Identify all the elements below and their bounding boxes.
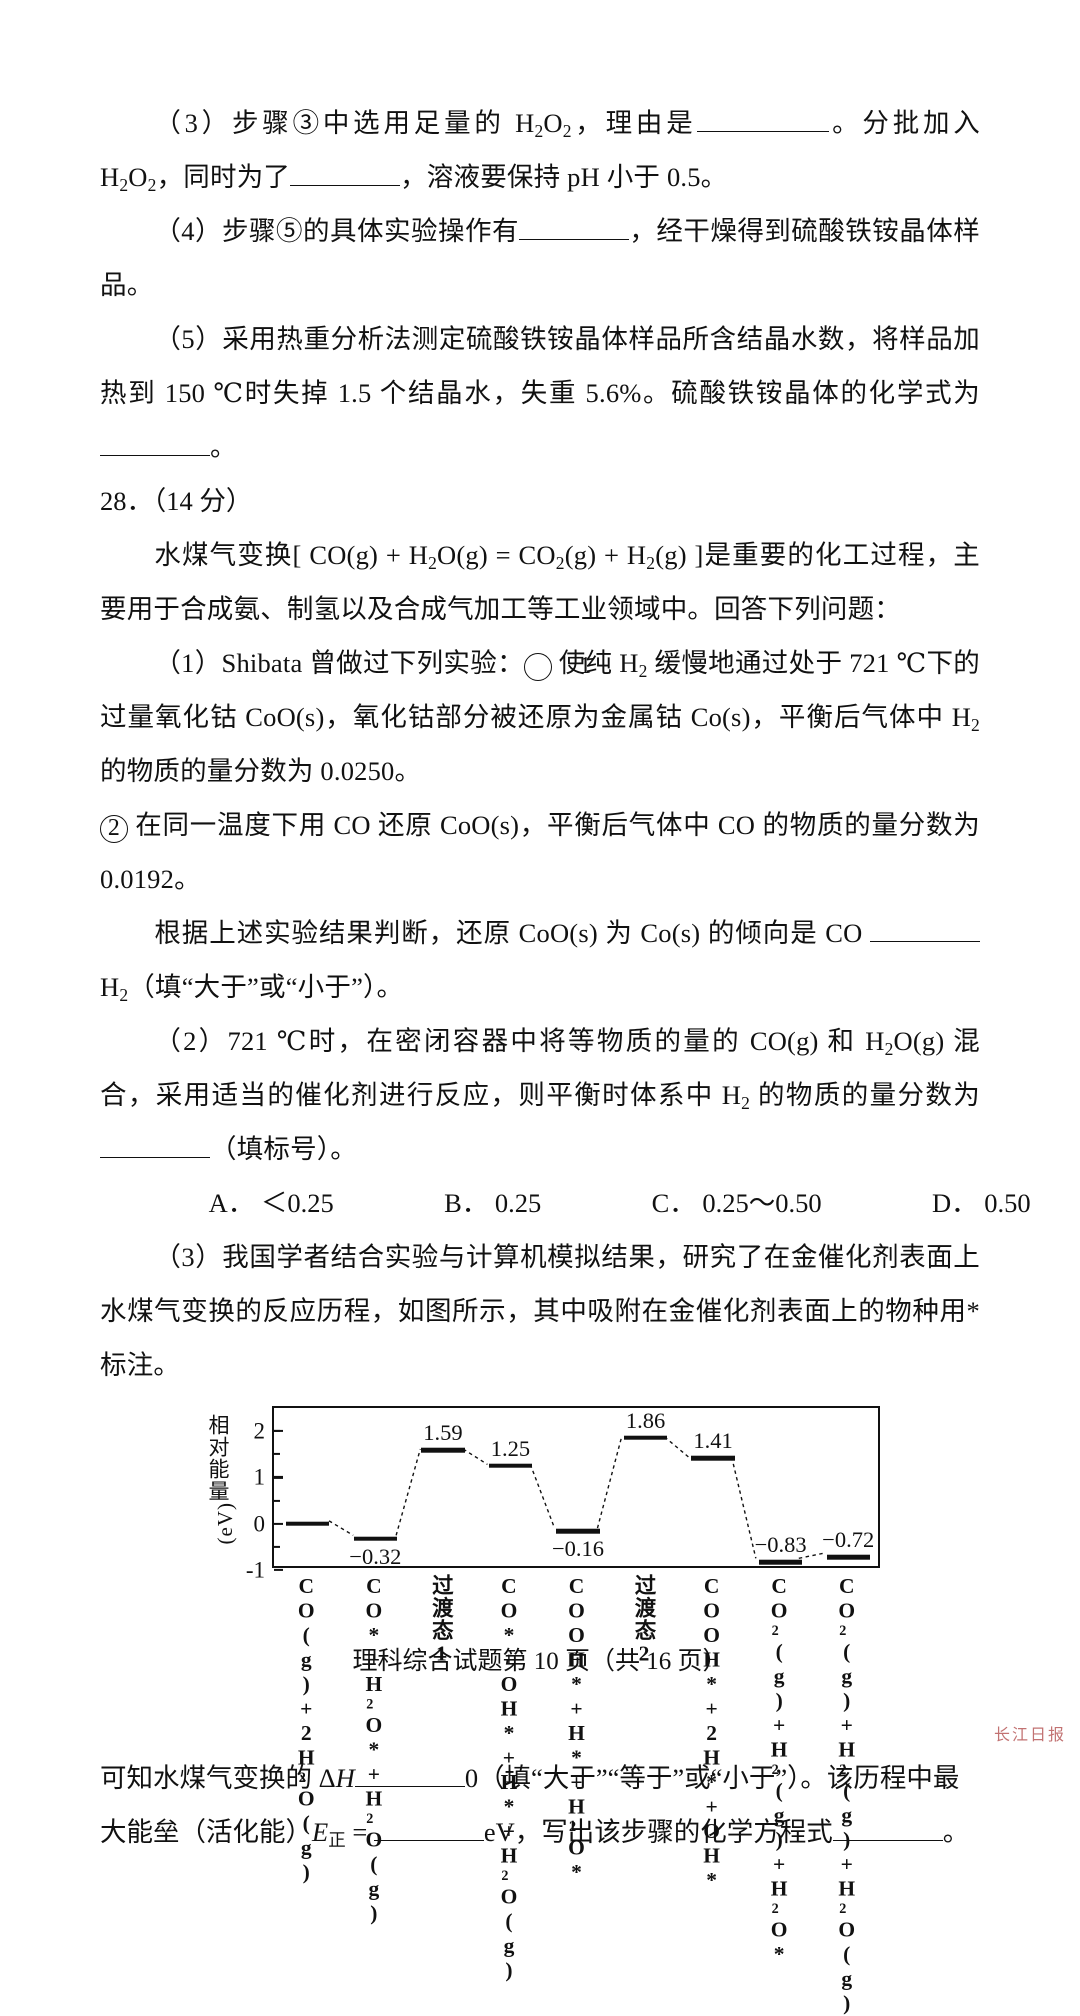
answer-blank[interactable]: [519, 239, 630, 240]
y-axis-minor-tick: [274, 1499, 280, 1502]
energy-value-label: 1.25: [490, 1435, 531, 1461]
circled-number: 1: [523, 653, 591, 682]
energy-value-label: −0.83: [754, 1532, 807, 1558]
energy-value-label: 1.59: [423, 1420, 463, 1446]
y-axis-tick: [274, 1522, 283, 1525]
energy-level-bar: [691, 1456, 735, 1461]
x-axis-category-label: 过渡态1: [429, 1574, 454, 1667]
chart-plot-area: -1 0 1 2 −0.32 1.59 1.25 −0.16 1.86 1.41 −0.83 −0.7…: [246, 1406, 880, 1582]
page-footer: 理科综合试题第 10 页（共 16 页）: [352, 1648, 728, 1675]
energy-value-label: 1.41: [693, 1428, 733, 1454]
energy-level-bar: [826, 1554, 870, 1560]
energy-value-label: −0.16: [551, 1536, 605, 1562]
multiple-choice-options: A． ＜0.25B． 0.25C． 0.25～0.50D． 0.50E． ＞0.…: [100, 1176, 1031, 1230]
y-axis-tick: [274, 1568, 283, 1572]
q27-item-3: （3）步骤③中选用足量的 H2O2，理由是 。分批加入 H2O2，同时为了 ，溶液要…: [100, 108, 981, 195]
x-axis-category-label: CO*+OH*+H*+H2O(g): [496, 1574, 521, 1983]
energy-value-label: 1.86: [625, 1407, 666, 1433]
question-28-part1: （1）Shibata 曾做过下列实验： 1 使纯 H2 缓慢地通过处于 721 ℃…: [100, 648, 980, 786]
answer-blank[interactable]: [373, 1840, 484, 1841]
q27-item-4: （4）步骤⑤的具体实验操作有 ，经干燥得到硫酸铁铵晶体样品。: [100, 216, 980, 300]
x-axis-category-label: CO2(g)+H2(g)+H2O*: [767, 1574, 792, 1967]
y-axis-unit: (eV): [213, 1502, 237, 1545]
question-28-part3: （3）我国学者结合实验与计算机模拟结果，研究了在金催化剂表面上水煤气变换的反应历…: [100, 1242, 980, 1380]
y-axis-minor-tick: [274, 1545, 280, 1548]
x-axis-category-label: CO*+H2O*+H2O(g): [361, 1574, 386, 1926]
y-axis-tick-label: 0: [253, 1511, 266, 1537]
energy-level-bar: [421, 1447, 465, 1453]
energy-level-bar: [286, 1521, 330, 1526]
energy-level-bar: [556, 1528, 600, 1534]
choice-option-B[interactable]: B． 0.25: [444, 1188, 542, 1218]
x-axis-category-label: 过渡态2: [632, 1574, 657, 1667]
answer-blank[interactable]: [696, 131, 829, 132]
x-axis-category-label: COOH*+2H*+OH*: [699, 1574, 724, 1893]
choice-option-C[interactable]: C． 0.25～0.50: [651, 1188, 822, 1218]
y-axis-minor-tick: [274, 1453, 280, 1456]
x-axis-category-label: CO(g)+2H2O(g): [294, 1574, 319, 1885]
watermark: 长江日报: [993, 1727, 1066, 1744]
x-axis-category-label: COOH*+H*+H2O*: [564, 1574, 589, 1885]
question-28-part1c: 根据上述实验结果判断，还原 CoO(s) 为 Co(s) 的倾向是 CO H2（…: [100, 906, 980, 1014]
y-axis-tick-label: 1: [253, 1464, 266, 1490]
energy-value-label: −0.72: [822, 1527, 875, 1553]
question-28-part1b: 2 在同一温度下用 CO 还原 CoO(s)，平衡后气体中 CO 的物质的量分数…: [100, 810, 980, 894]
energy-level-bar: [623, 1435, 668, 1440]
choice-option-A[interactable]: A． ＜0.25: [208, 1188, 334, 1218]
question-28-number: 28．（14 分）: [100, 486, 253, 516]
chart-connector-lines: [328, 1436, 824, 1559]
energy-level-bar: [353, 1536, 397, 1541]
y-axis-minor-tick: [274, 1430, 280, 1433]
y-axis-tick-label: -1: [245, 1557, 265, 1583]
energy-value-label: −0.32: [349, 1543, 402, 1569]
energy-profile-figure: 相对能量 (eV) -1 0 1 2 −0.32 1.59 1.25 −0.16 1.86 1.4…: [206, 1406, 890, 2016]
circled-number: 2: [100, 815, 128, 844]
exam-page: （3）步骤③中选用足量的 H2O2，理由是 。分批加入 H2O2，同时为了 ，溶液要…: [100, 108, 1066, 2016]
y-axis-tick: [274, 1476, 283, 1479]
y-axis-tick-label: 2: [253, 1418, 266, 1444]
energy-level-bar: [488, 1463, 533, 1469]
question-28-part2: （2）721 ℃时，在密闭容器中将等物质的量的 CO(g) 和 H2O(g) 混…: [100, 1026, 981, 1164]
answer-blank[interactable]: [290, 185, 401, 186]
answer-blank[interactable]: [100, 1157, 210, 1158]
q27-item-5: （5）采用热重分析法测定硫酸铁铵晶体样品所含结晶水数，将样品加热到 150 ℃时…: [100, 324, 980, 462]
question-28-stem: 水煤气变换[ CO(g) + H2O(g) = CO2(g) + H2(g) ]…: [100, 540, 980, 624]
answer-blank[interactable]: [100, 455, 210, 456]
y-axis-title-cn: 相对能量: [206, 1414, 230, 1502]
answer-blank[interactable]: [870, 941, 980, 942]
choice-option-D[interactable]: D． 0.50: [931, 1188, 1031, 1218]
energy-level-bar: [759, 1559, 803, 1565]
chart-y-axis-label: 相对能量 (eV): [206, 1414, 240, 1574]
